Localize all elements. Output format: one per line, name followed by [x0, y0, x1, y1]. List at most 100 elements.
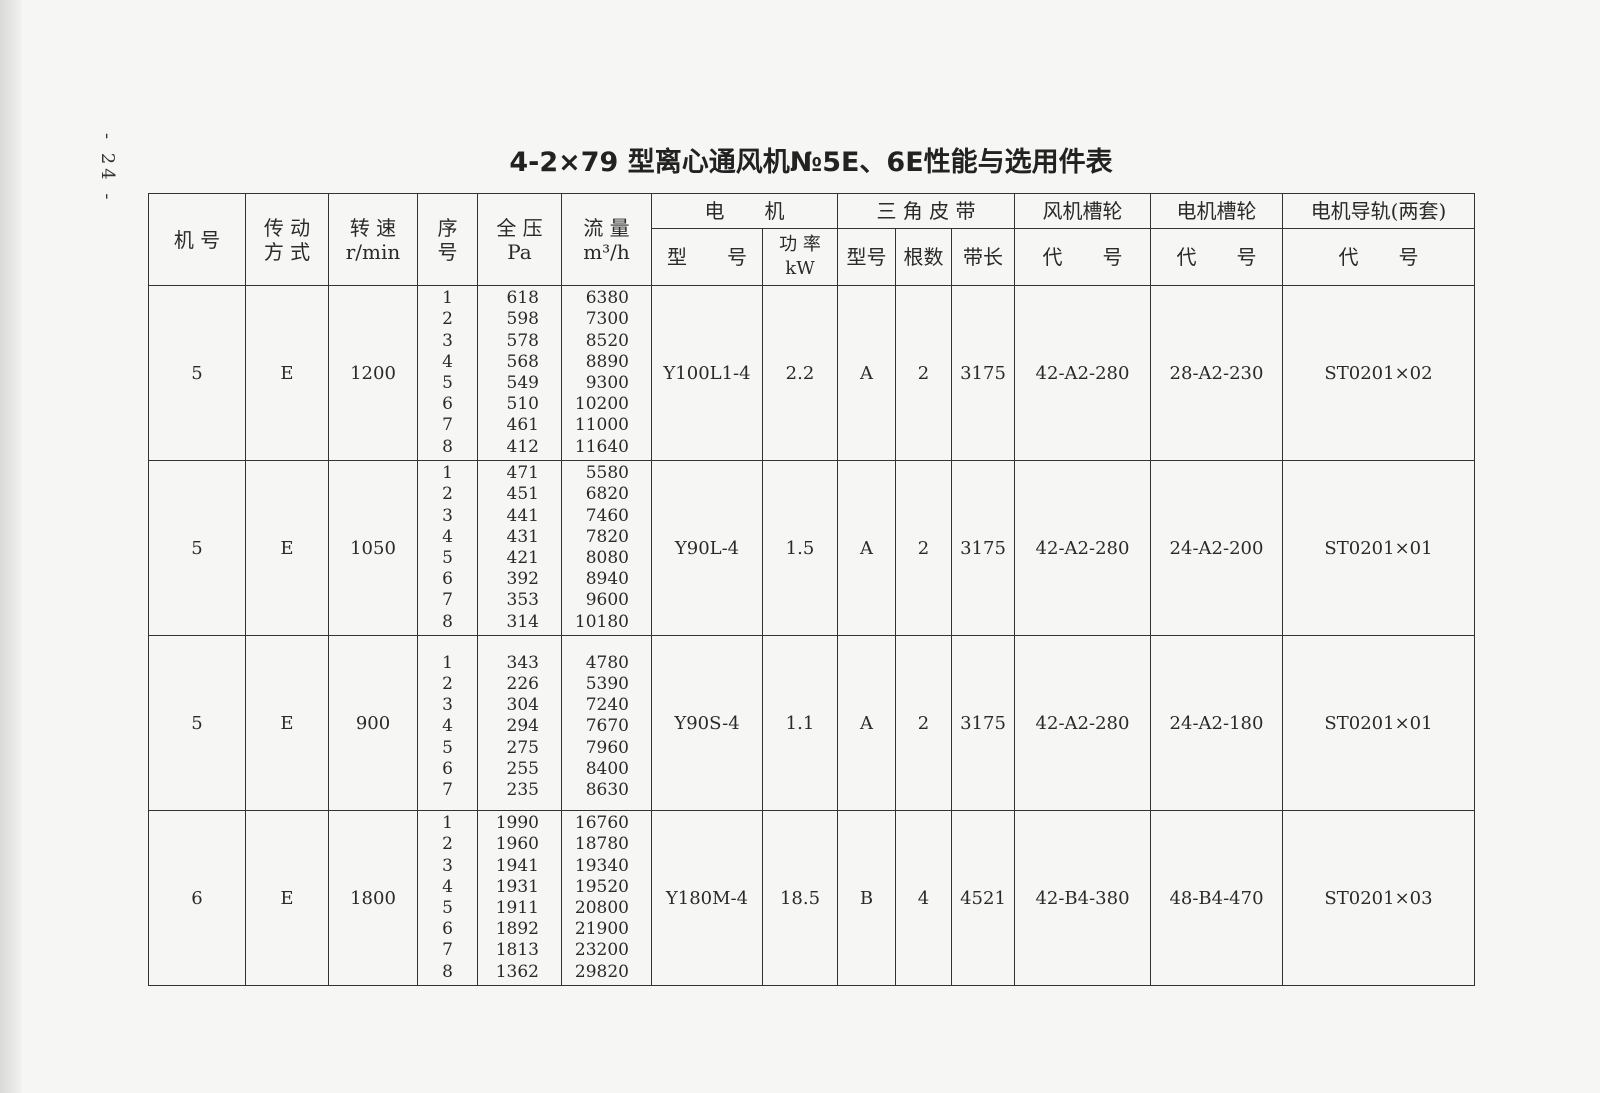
header-rail-code: 代 号: [1282, 228, 1475, 286]
belt-length: 4521: [951, 810, 1015, 986]
motor-model: Y100L1-4: [651, 285, 763, 461]
pressure-value: 549: [506, 373, 539, 393]
belt-length: 3175: [951, 285, 1015, 461]
header-motor-pulley-code: 代 号: [1150, 228, 1283, 286]
pressure-value: 1813: [495, 940, 539, 961]
belt-length: 3175: [951, 460, 1015, 636]
header-fan-pulley: 风机槽轮: [1014, 193, 1151, 229]
seq-value: 5: [442, 737, 453, 758]
flow-value: 8080: [585, 548, 629, 568]
table-row: 5 E 900 1 2 3 4 5 6 7 343 226 304 294 275 255 235 4780 539…: [148, 635, 1475, 811]
fan-pulley-code: 42-A2-280: [1014, 460, 1151, 636]
table-title: 4-2×79 型离心通风机№5E、6E性能与选用件表: [509, 147, 1113, 178]
pressure-value: 1911: [495, 898, 539, 918]
rail-code: ST0201×01: [1282, 460, 1475, 636]
motor-model: Y90S-4: [651, 635, 763, 811]
flow-list: 5580 6820 7460 7820 8080 8940 9600 10180: [561, 460, 652, 636]
pressure-value: 568: [506, 351, 539, 372]
header-flow: 流 量 m³/h: [561, 193, 652, 286]
motor-power: 2.2: [762, 285, 838, 461]
motor-pulley-code: 48-B4-470: [1150, 810, 1283, 986]
belt-count: 2: [895, 635, 952, 811]
pressure-value: 343: [506, 652, 539, 673]
pressure-value: 421: [506, 548, 539, 568]
pressure-value: 275: [506, 737, 539, 758]
seq-value: 7: [442, 940, 453, 961]
seq-value: 4: [442, 351, 453, 372]
seq-value: 8: [442, 611, 453, 632]
seq-value: 2: [442, 309, 453, 330]
belt-count: 2: [895, 460, 952, 636]
flow-value: 18780: [574, 834, 629, 855]
pressure-value: 392: [506, 569, 539, 590]
motor-model: Y180M-4: [651, 810, 763, 986]
seq-value: 3: [442, 505, 453, 526]
flow-value: 11640: [574, 436, 629, 457]
flow-list: 6380 7300 8520 8890 9300 10200 11000 11640: [561, 285, 652, 461]
flow-list: 16760 18780 19340 19520 20800 21900 23200 29820: [561, 810, 652, 986]
drive-type: E: [245, 810, 329, 986]
pressure-value: 1362: [495, 961, 539, 982]
flow-list: 4780 5390 7240 7670 7960 8400 8630: [561, 635, 652, 811]
flow-value: 9600: [585, 590, 629, 611]
pressure-value: 461: [506, 415, 539, 436]
pressure-value: 441: [506, 505, 539, 526]
seq-value: 3: [442, 330, 453, 351]
seq-value: 6: [442, 758, 453, 779]
header-speed: 转 速 r/min: [328, 193, 418, 286]
flow-value: 23200: [574, 940, 629, 961]
flow-value: 29820: [574, 961, 629, 982]
rail-code: ST0201×01: [1282, 635, 1475, 811]
drive-type: E: [245, 460, 329, 636]
flow-value: 7300: [585, 309, 629, 330]
pressure-value: 578: [506, 330, 539, 351]
flow-value: 10200: [574, 394, 629, 415]
flow-value: 16760: [574, 813, 629, 834]
seq-value: 5: [442, 373, 453, 393]
motor-power: 1.1: [762, 635, 838, 811]
flow-value: 11000: [574, 415, 629, 436]
header-motor-pulley: 电机槽轮: [1150, 193, 1283, 229]
seq-value: 2: [442, 484, 453, 505]
seq-value: 5: [442, 548, 453, 568]
pressure-value: 1990: [495, 813, 539, 834]
pressure-value: 618: [506, 288, 539, 309]
header-fan-pulley-code: 代 号: [1014, 228, 1151, 286]
flow-value: 19520: [574, 876, 629, 897]
header-drive: 传 动 方 式: [245, 193, 329, 286]
table-body: 5 E 1200 1 2 3 4 5 6 7 8 618 598 578 568 549 510 461 412 63…: [148, 285, 1475, 986]
seq-value: 4: [442, 716, 453, 737]
pressure-value: 471: [506, 463, 539, 484]
flow-value: 5580: [585, 463, 629, 484]
fan-pulley-code: 42-A2-280: [1014, 635, 1151, 811]
pressure-value: 314: [506, 611, 539, 632]
table-row: 5 E 1050 1 2 3 4 5 6 7 8 471 451 441 431 421 392 353 314 55…: [148, 460, 1475, 636]
flow-value: 4780: [585, 652, 629, 673]
belt-type: A: [837, 285, 896, 461]
pressure-value: 1892: [495, 919, 539, 940]
flow-value: 20800: [574, 898, 629, 918]
seq-value: 7: [442, 590, 453, 611]
pressure-value: 1941: [495, 855, 539, 876]
seq-value: 4: [442, 526, 453, 547]
header-pressure: 全 压 Pa: [477, 193, 562, 286]
header-machine-no: 机 号: [148, 193, 246, 286]
header-belt-length: 带长: [951, 228, 1015, 286]
seq-value: 1: [442, 813, 453, 834]
seq-value: 1: [442, 652, 453, 673]
flow-value: 8520: [585, 330, 629, 351]
belt-type: A: [837, 635, 896, 811]
pressure-value: 431: [506, 526, 539, 547]
machine-no: 5: [148, 635, 246, 811]
pressure-list: 1990 1960 1941 1931 1911 1892 1813 1362: [477, 810, 562, 986]
rail-code: ST0201×03: [1282, 810, 1475, 986]
performance-table: 机 号 传 动 方 式 转 速 r/min 序 号 全 压 Pa 流 量 m³/…: [148, 193, 1475, 986]
table-row: 5 E 1200 1 2 3 4 5 6 7 8 618 598 578 568 549 510 461 412 63…: [148, 285, 1475, 461]
seq-value: 8: [442, 961, 453, 982]
pressure-value: 353: [506, 590, 539, 611]
motor-pulley-code: 24-A2-180: [1150, 635, 1283, 811]
seq-value: 7: [442, 415, 453, 436]
